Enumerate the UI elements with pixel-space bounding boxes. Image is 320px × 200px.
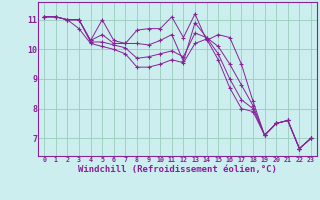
X-axis label: Windchill (Refroidissement éolien,°C): Windchill (Refroidissement éolien,°C) [78,165,277,174]
